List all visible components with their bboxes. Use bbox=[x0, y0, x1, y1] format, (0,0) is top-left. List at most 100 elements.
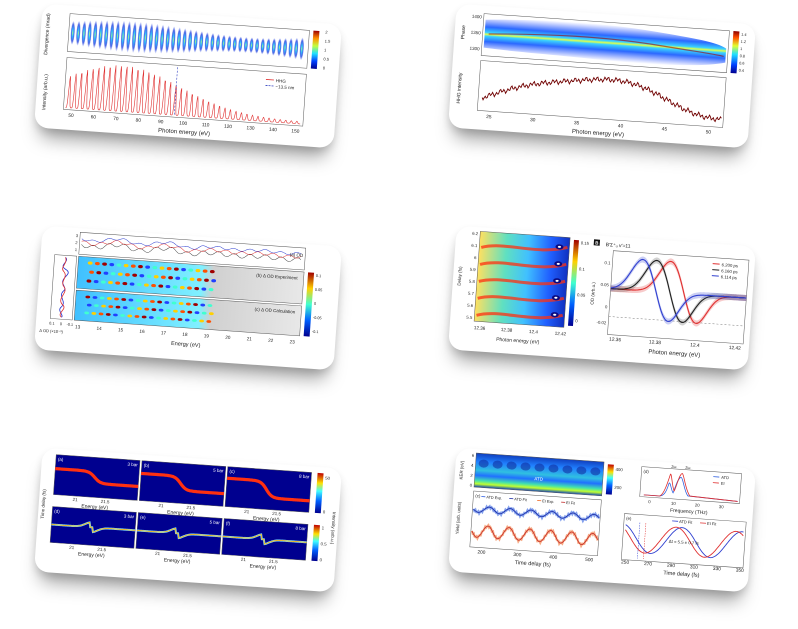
harmonic-blob bbox=[254, 37, 260, 54]
left-y-ticks: 6.2 6.1 6 5.9 5.8 5.7 5.6 5.5 bbox=[466, 231, 479, 320]
card-b-state-od: Delay (fs) 6.2 6.1 6 5.9 5.8 5.7 5.6 5.5 12.36 1… bbox=[448, 225, 756, 371]
feature-blob bbox=[137, 307, 142, 311]
tick-label: 6.1 bbox=[471, 243, 478, 248]
tick-label: 70 bbox=[113, 116, 119, 122]
tick-label: 0 bbox=[575, 318, 578, 323]
feature-blob bbox=[207, 304, 213, 307]
svg-text:1400: 1400 bbox=[472, 14, 483, 20]
svg-text:ATD Exp.: ATD Exp. bbox=[486, 495, 502, 500]
atd-fit-trace bbox=[473, 506, 600, 521]
tick-label: 50 bbox=[705, 129, 711, 135]
svg-text:ATD Fit: ATD Fit bbox=[679, 519, 693, 525]
feature-blob bbox=[204, 278, 209, 282]
tick-label: 90 bbox=[158, 119, 164, 125]
od-trace-blue bbox=[81, 238, 302, 255]
tick-label: 5.7 bbox=[468, 291, 475, 296]
legend-6114: 6.114 ps bbox=[721, 274, 737, 280]
svg-text:2ω: 2ω bbox=[685, 466, 690, 470]
svg-text:1: 1 bbox=[75, 247, 78, 252]
tick-label: 5.8 bbox=[469, 279, 476, 284]
tick-label: 1 bbox=[324, 47, 327, 52]
feature-blob bbox=[144, 283, 149, 287]
tick-label: 0.05 bbox=[577, 292, 586, 298]
svg-text:0: 0 bbox=[470, 483, 473, 488]
tick-label: 350 bbox=[736, 567, 745, 574]
tick-label: 12.38 bbox=[649, 339, 662, 346]
feature-blob bbox=[138, 265, 143, 269]
feature-blob bbox=[165, 284, 171, 289]
feature-blob bbox=[100, 280, 106, 284]
svg-text:0: 0 bbox=[60, 322, 62, 326]
feature-blob bbox=[179, 285, 185, 290]
feature-blob bbox=[128, 298, 134, 302]
feature-blob bbox=[86, 303, 92, 307]
tick-label: 21.5 bbox=[272, 511, 282, 517]
pressure-label: 5 bar bbox=[213, 468, 224, 474]
legend-6160: 6.160 ps bbox=[721, 268, 738, 274]
feature-blob bbox=[170, 317, 176, 321]
map-streaks bbox=[476, 244, 568, 320]
feature-blob bbox=[105, 313, 111, 316]
legend: HHG ~13.5 nm bbox=[265, 78, 295, 90]
feature-blob bbox=[181, 268, 186, 272]
colorbar bbox=[303, 272, 315, 337]
feature-blob bbox=[201, 311, 207, 315]
feature-blob bbox=[209, 270, 215, 274]
tick-label: 30 bbox=[530, 117, 536, 123]
tick-label: -0.02 bbox=[596, 320, 607, 326]
feature-blob bbox=[94, 304, 99, 308]
harmonic-blob bbox=[137, 21, 143, 54]
tick-label: 45 bbox=[662, 126, 668, 132]
tick-label: 1.5 bbox=[325, 38, 332, 43]
subpanel-label: (e) bbox=[140, 515, 146, 520]
tick-label: 21.5 bbox=[97, 547, 107, 553]
harmonic-blob bbox=[187, 29, 193, 53]
svg-text:4: 4 bbox=[471, 463, 474, 468]
tick-label: 120 bbox=[224, 124, 233, 131]
harmonic-blob bbox=[226, 35, 232, 53]
x-label-d: Frequency (THz) bbox=[670, 508, 708, 517]
tick-label: 20 bbox=[225, 335, 231, 340]
feature-blob bbox=[202, 269, 208, 273]
feature-blob bbox=[94, 261, 100, 266]
feature-blob bbox=[156, 316, 161, 320]
tick-label: 0.5 bbox=[323, 56, 330, 61]
tick-label: 0 bbox=[605, 304, 608, 309]
colorbar bbox=[567, 239, 579, 327]
tick-label: 21 bbox=[155, 551, 161, 556]
frequency-plot bbox=[639, 466, 742, 504]
atd-exp-trace bbox=[472, 504, 601, 524]
harmonic-blob bbox=[70, 20, 75, 45]
feature-blob bbox=[110, 272, 116, 276]
tick-label: 250 bbox=[621, 559, 630, 566]
fit-comparison-plot bbox=[621, 513, 747, 569]
feature-blob bbox=[152, 266, 158, 270]
tick-label: 21.5 bbox=[183, 553, 193, 559]
x-tick-labels: 25 30 35 40 45 50 bbox=[486, 114, 712, 136]
feature-blob bbox=[177, 318, 183, 321]
colorbar-label: Intensity (arb.u.) bbox=[330, 512, 337, 545]
harmonic-blob bbox=[159, 24, 165, 54]
svg-text:1300: 1300 bbox=[469, 46, 480, 52]
feature-blob bbox=[211, 279, 217, 283]
feature-blob bbox=[171, 301, 177, 305]
x-ticks-right: 250 270 290 310 330 350 bbox=[621, 559, 744, 574]
feature-blob bbox=[150, 300, 155, 303]
feature-blob bbox=[146, 274, 152, 278]
harmonic-blob bbox=[115, 20, 120, 52]
tick-label: 17 bbox=[161, 330, 167, 335]
state-label: B′Σ⁺ᵤ v′=11 bbox=[605, 242, 630, 250]
pressure-label: 8 bar bbox=[295, 526, 306, 532]
card-atd-ei: KER (eV) 6 4 2 0 ATD 400 200 Yield (arb.… bbox=[448, 447, 756, 593]
legend-13-5nm: ~13.5 nm bbox=[275, 84, 294, 90]
x-ticks-left: 200 300 400 500 bbox=[477, 549, 593, 563]
left-x-ticks: 12.36 12.38 12.4 12.42 bbox=[474, 325, 567, 336]
tick-label: 21 bbox=[241, 557, 247, 562]
tick-label: 21 bbox=[69, 545, 75, 550]
y-axis-label: Time delay (fs) bbox=[40, 488, 47, 518]
svg-text:6: 6 bbox=[472, 453, 475, 458]
od-trace-red bbox=[81, 240, 302, 259]
x-axis-label: Energy (eV) bbox=[78, 551, 105, 559]
panel-letter: B bbox=[595, 240, 599, 245]
